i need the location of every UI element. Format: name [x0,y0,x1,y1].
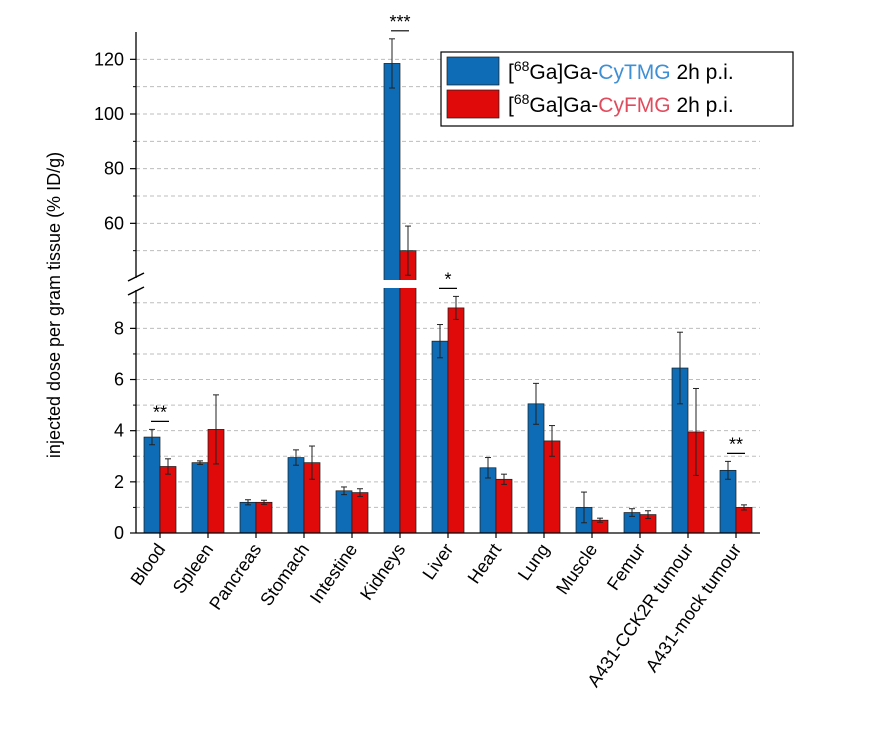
x-tick-label: Femur [603,540,649,594]
y-tick-label: 100 [94,104,124,124]
significance-label: ** [153,402,167,422]
bar-cytmg [287,457,305,534]
x-tick-label: Blood [126,540,169,589]
bar-cyfmg [255,501,273,534]
legend-box [440,51,794,127]
bar-cyfmg [399,250,417,534]
axis-break-gap [122,280,766,288]
significance-label: ** [729,434,743,454]
y-tick-label: 4 [114,421,124,441]
significance-label: * [444,269,451,289]
significance-label: *** [389,12,410,32]
bar-cyfmg [495,478,513,534]
y-tick-label: 2 [114,472,124,492]
bar-cytmg [335,490,353,534]
x-tick-label: Heart [464,540,506,588]
bar-cytmg [431,340,449,534]
y-tick-label: 120 [94,49,124,69]
y-tick-label: 0 [114,523,124,543]
x-tick-label: Muscle [552,540,601,598]
axis-break-mark [127,272,145,282]
x-tick-label: Liver [419,540,458,583]
bar-cytmg [143,436,161,534]
legend-label: [68Ga]Ga-CyFMG 2h p.i. [508,91,734,117]
legend-label: [68Ga]Ga-CyTMG 2h p.i. [508,58,734,84]
bar-cytmg [239,501,257,534]
axis-break-mark [127,286,145,296]
bars [143,38,753,534]
x-tick-label: Stomach [256,540,313,610]
bar-cyfmg [735,507,753,534]
legend: [68Ga]Ga-CyTMG 2h p.i. [68Ga]Ga-CyFMG 2h … [440,51,794,127]
y-tick-label: 60 [104,213,124,233]
legend-swatch [446,89,500,119]
bar-cytmg [383,63,401,534]
bar-cyfmg [351,492,369,534]
bar-cyfmg [447,307,465,534]
x-tick-label: Intestine [306,540,361,607]
x-tick-label: Spleen [169,540,218,597]
y-tick-label: 8 [114,318,124,338]
bar-cytmg [191,462,209,534]
legend-swatch [446,56,500,86]
x-tick-label: Kidneys [356,540,409,604]
y-tick-label: 80 [104,159,124,179]
y-tick-label: 6 [114,370,124,390]
bar-cyfmg [159,466,177,534]
y-axis-label: injected dose per gram tissue (% ID/g) [44,152,64,458]
x-tick-label: Lung [514,540,553,584]
